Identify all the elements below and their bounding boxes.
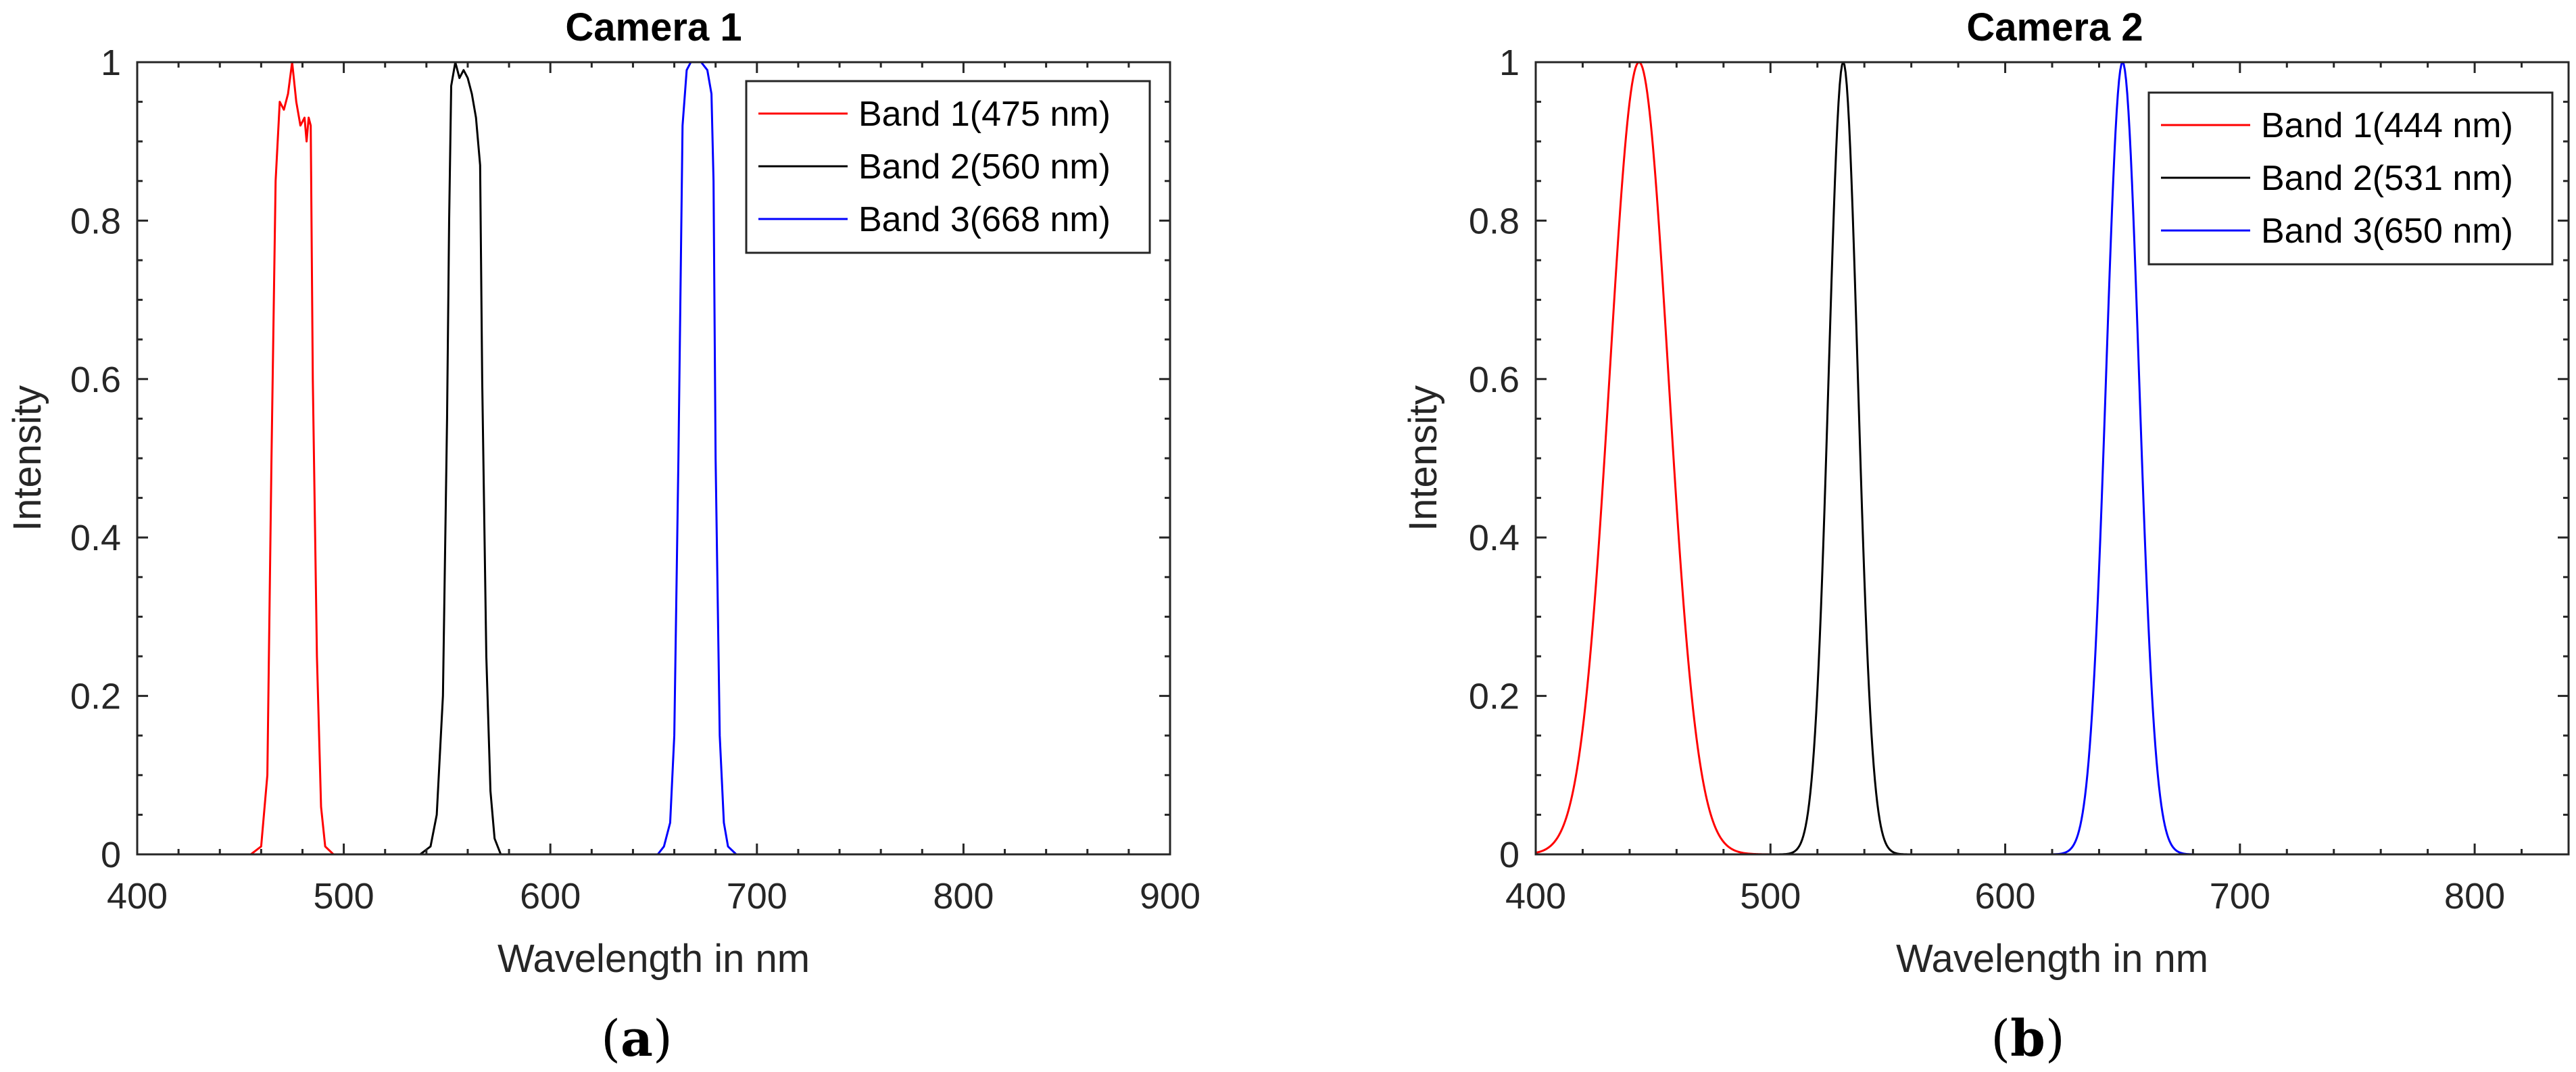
x-tick-label: 600 bbox=[520, 876, 581, 917]
chart-camera-1: Camera 1 400 500 600 700 800 900 0 0.2 0.4 0.6 0.8… bbox=[5, 5, 1200, 1068]
legend-label-band-3: Band 3(668 nm) bbox=[858, 200, 1111, 239]
caption: (b) bbox=[1991, 1010, 2065, 1068]
x-tick-label: 800 bbox=[2444, 876, 2505, 917]
legend-label-band-1: Band 1(475 nm) bbox=[858, 95, 1111, 134]
legend-label-band-3: Band 3(650 nm) bbox=[2261, 212, 2513, 251]
x-tick-label: 500 bbox=[1740, 876, 1801, 917]
y-tick-label: 0.8 bbox=[70, 201, 121, 241]
x-tick-label: 800 bbox=[933, 876, 994, 917]
x-axis-label: Wavelength in nm bbox=[1896, 937, 2208, 981]
caption: (a) bbox=[601, 1010, 673, 1068]
x-tick-label: 700 bbox=[2210, 876, 2270, 917]
x-tick-label: 400 bbox=[1505, 876, 1566, 917]
caption-open-paren: ( bbox=[601, 1010, 621, 1068]
legend-label-band-2: Band 2(531 nm) bbox=[2261, 159, 2513, 198]
y-axis-label: Intensity bbox=[5, 385, 49, 531]
y-tick-label: 0 bbox=[1499, 835, 1520, 875]
caption-close-paren: ) bbox=[653, 1010, 673, 1068]
y-tick-label: 0.2 bbox=[70, 677, 121, 717]
caption-letter: b bbox=[2010, 1010, 2045, 1068]
y-tick-label: 0.6 bbox=[70, 360, 121, 400]
chart-title: Camera 2 bbox=[1966, 5, 2143, 49]
caption-open-paren: ( bbox=[1991, 1010, 2010, 1068]
y-axis-label: Intensity bbox=[1401, 385, 1445, 531]
x-tick-label: 900 bbox=[1140, 876, 1200, 917]
chart-camera-2: Camera 2 400 500 600 700 800 0 0.2 0.4 0.6 0.8 1 W… bbox=[1401, 5, 2570, 1068]
x-axis-label: Wavelength in nm bbox=[497, 937, 810, 981]
chart-title: Camera 1 bbox=[565, 5, 742, 49]
y-tick-label: 0.8 bbox=[1469, 201, 1520, 241]
series-line-band-1 bbox=[137, 61, 1170, 856]
y-tick-label: 0.4 bbox=[1469, 518, 1520, 558]
y-tick-label: 0 bbox=[101, 835, 121, 875]
legend-label-band-2: Band 2(560 nm) bbox=[858, 147, 1111, 187]
y-tick-label: 1 bbox=[101, 43, 121, 83]
legend-label-band-1: Band 1(444 nm) bbox=[2261, 106, 2513, 145]
axis-ticks: 400 500 600 700 800 900 0 0.2 0.4 0.6 0.8 1 bbox=[70, 43, 1200, 917]
y-tick-label: 1 bbox=[1499, 43, 1520, 83]
caption-close-paren: ) bbox=[2045, 1010, 2065, 1068]
series-line-band-2 bbox=[137, 61, 1170, 856]
caption-letter: a bbox=[621, 1010, 653, 1068]
legend: Band 1(444 nm) Band 2(531 nm) Band 3(650 n… bbox=[2147, 91, 2554, 266]
y-tick-label: 0.6 bbox=[1469, 360, 1520, 400]
y-tick-label: 0.2 bbox=[1469, 677, 1520, 717]
axis-ticks: 400 500 600 700 800 0 0.2 0.4 0.6 0.8 1 bbox=[1469, 43, 2569, 917]
x-tick-label: 600 bbox=[1974, 876, 2035, 917]
x-tick-label: 500 bbox=[314, 876, 374, 917]
x-tick-label: 700 bbox=[727, 876, 787, 917]
legend: Band 1(475 nm) Band 2(560 nm) Band 3(668 n… bbox=[745, 80, 1151, 254]
y-tick-label: 0.4 bbox=[70, 518, 121, 558]
x-tick-label: 400 bbox=[107, 876, 168, 917]
